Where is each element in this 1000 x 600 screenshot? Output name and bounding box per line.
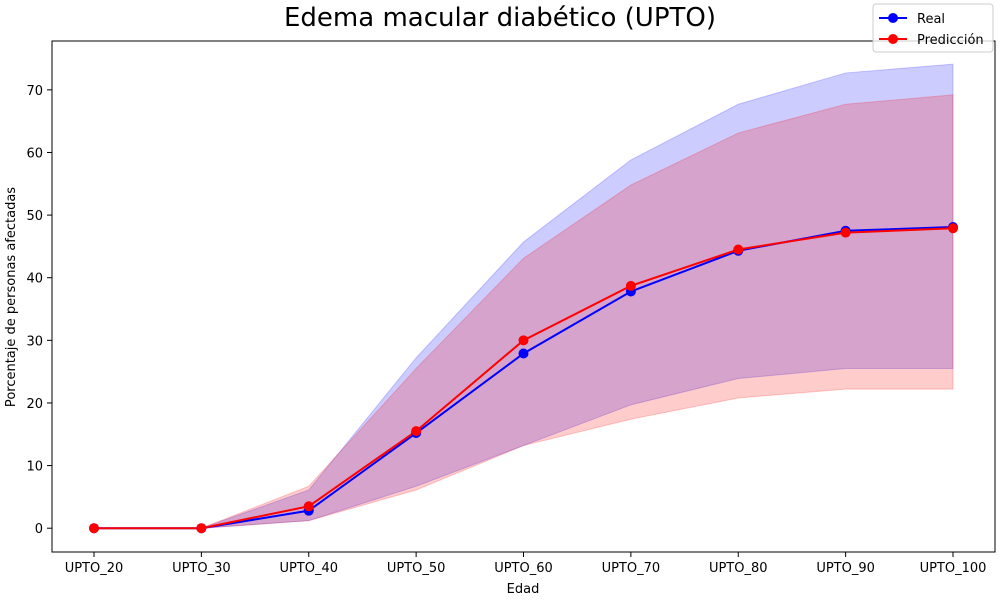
x-axis: UPTO_20 UPTO_30 UPTO_40 UPTO_50 UPTO_60 UPTO_… [65, 552, 987, 576]
band-1 [94, 63, 954, 529]
data-point-2-8 [840, 227, 851, 238]
legend-marker-2 [888, 34, 898, 44]
y-tick-label: 30 [26, 334, 43, 349]
legend-marker-1 [888, 13, 898, 23]
x-axis-label: Edad [507, 582, 540, 597]
band-2 [94, 94, 954, 529]
data-point-2-3 [303, 501, 314, 512]
chart-title: Edema macular diabético (UPTO) [284, 3, 716, 33]
legend-label-2: Predicción [917, 33, 984, 48]
data-point-2-7 [733, 244, 744, 255]
data-point-2-6 [625, 280, 636, 291]
confidence-bands [94, 63, 954, 529]
x-tick-label: UPTO_60 [494, 561, 553, 576]
data-point-1-5 [518, 348, 529, 359]
x-tick-label: UPTO_40 [279, 561, 338, 576]
data-point-2-2 [196, 523, 207, 534]
data-point-2-5 [518, 335, 529, 346]
x-tick-label: UPTO_30 [172, 561, 231, 576]
data-point-2-1 [89, 523, 99, 534]
legend: Real Predicción [872, 3, 994, 53]
y-axis-label: Porcentaje de personas afectadas [4, 187, 19, 407]
series-points [89, 221, 958, 534]
y-tick-label: 50 [26, 209, 43, 224]
y-axis: 0 10 20 30 40 50 60 70 [26, 84, 52, 537]
x-tick-label: UPTO_70 [602, 561, 661, 576]
y-tick-label: 0 [35, 522, 43, 537]
data-point-2-9 [948, 223, 958, 234]
y-tick-label: 70 [26, 84, 43, 99]
x-tick-label: UPTO_50 [387, 561, 446, 576]
x-tick-label: UPTO_100 [920, 561, 987, 576]
data-point-2-4 [411, 426, 422, 437]
x-tick-label: UPTO_90 [816, 561, 875, 576]
x-tick-label: UPTO_20 [65, 561, 124, 576]
y-tick-label: 60 [26, 146, 43, 161]
y-tick-label: 10 [26, 460, 43, 475]
y-tick-label: 20 [26, 397, 43, 412]
x-tick-label: UPTO_80 [709, 561, 768, 576]
legend-label-1: Real [917, 12, 945, 27]
y-tick-label: 40 [26, 272, 43, 287]
